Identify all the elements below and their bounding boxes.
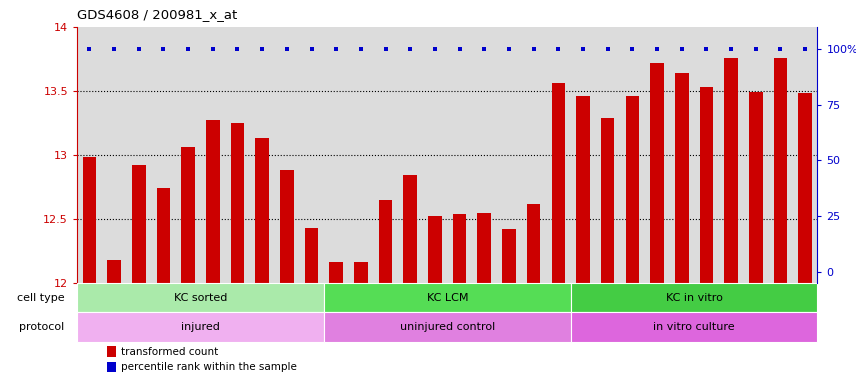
Bar xyxy=(551,83,565,283)
Bar xyxy=(132,165,146,283)
Bar xyxy=(774,58,788,283)
Bar xyxy=(626,96,639,283)
Point xyxy=(526,46,540,52)
Point xyxy=(478,46,491,52)
Bar xyxy=(502,229,516,283)
Text: in vitro culture: in vitro culture xyxy=(653,322,735,332)
Bar xyxy=(107,260,121,283)
Bar xyxy=(699,87,713,283)
Bar xyxy=(77,283,324,312)
Point xyxy=(132,46,146,52)
Point xyxy=(601,46,615,52)
Point xyxy=(699,46,713,52)
Bar xyxy=(378,200,392,283)
Point xyxy=(255,46,269,52)
Point xyxy=(774,46,788,52)
Bar xyxy=(354,263,368,283)
Bar xyxy=(305,228,318,283)
Bar xyxy=(428,216,442,283)
Point xyxy=(206,46,220,52)
Bar xyxy=(77,312,324,342)
Point xyxy=(675,46,688,52)
Bar xyxy=(478,212,491,283)
Bar xyxy=(601,118,615,283)
Bar xyxy=(403,175,417,283)
Point xyxy=(749,46,763,52)
Text: percentile rank within the sample: percentile rank within the sample xyxy=(122,362,297,372)
Text: cell type: cell type xyxy=(17,293,65,303)
Bar xyxy=(324,283,571,312)
Point xyxy=(305,46,318,52)
Text: transformed count: transformed count xyxy=(122,347,219,357)
Text: KC in vitro: KC in vitro xyxy=(666,293,722,303)
Bar xyxy=(453,214,467,283)
Point xyxy=(428,46,442,52)
Bar xyxy=(324,312,571,342)
Text: KC LCM: KC LCM xyxy=(426,293,468,303)
Point xyxy=(403,46,417,52)
Bar xyxy=(571,283,817,312)
Point xyxy=(576,46,590,52)
Point xyxy=(502,46,516,52)
Point xyxy=(724,46,738,52)
Bar xyxy=(82,157,96,283)
Point xyxy=(799,46,812,52)
Point xyxy=(181,46,195,52)
Bar xyxy=(206,120,220,283)
Text: uninjured control: uninjured control xyxy=(400,322,495,332)
Point xyxy=(626,46,639,52)
Point xyxy=(378,46,392,52)
Bar xyxy=(675,73,688,283)
Bar xyxy=(651,63,664,283)
Text: KC sorted: KC sorted xyxy=(174,293,227,303)
Bar xyxy=(571,312,817,342)
Text: protocol: protocol xyxy=(20,322,65,332)
Bar xyxy=(230,123,244,283)
Point xyxy=(354,46,368,52)
Bar xyxy=(526,204,540,283)
Point xyxy=(107,46,121,52)
Bar xyxy=(799,93,812,283)
Point xyxy=(551,46,565,52)
Point xyxy=(230,46,244,52)
Bar xyxy=(181,147,195,283)
Bar xyxy=(107,362,116,372)
Text: injured: injured xyxy=(181,322,220,332)
Point xyxy=(330,46,343,52)
Bar xyxy=(280,170,294,283)
Bar xyxy=(576,96,590,283)
Bar xyxy=(157,188,170,283)
Point xyxy=(453,46,467,52)
Bar xyxy=(107,346,116,357)
Bar xyxy=(724,58,738,283)
Bar xyxy=(330,263,343,283)
Bar xyxy=(255,138,269,283)
Point xyxy=(157,46,170,52)
Point xyxy=(651,46,664,52)
Point xyxy=(280,46,294,52)
Text: GDS4608 / 200981_x_at: GDS4608 / 200981_x_at xyxy=(77,8,237,21)
Point xyxy=(82,46,96,52)
Bar xyxy=(749,92,763,283)
